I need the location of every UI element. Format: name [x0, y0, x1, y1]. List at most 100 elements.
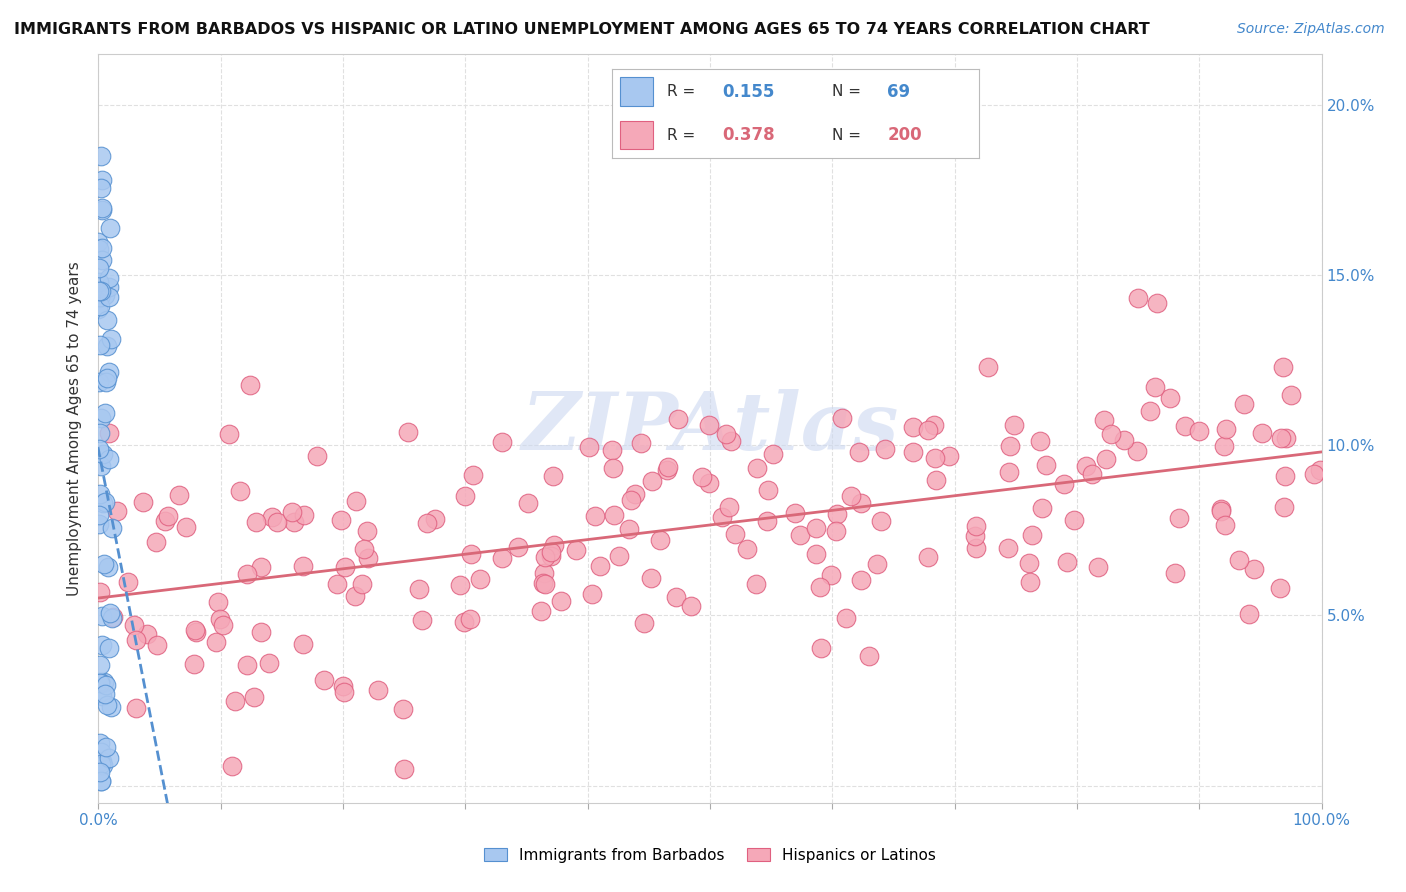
Point [1213, 517, 1236, 532]
Point [602, 460, 624, 475]
Point [87, 276, 110, 290]
Point [714, 427, 737, 442]
Point [96, 371, 118, 385]
Point [1272, 359, 1295, 374]
Point [90, 774, 112, 789]
Point [97, 271, 120, 285]
Point [367, 682, 389, 697]
Point [1275, 431, 1298, 445]
Point [755, 514, 778, 528]
Point [619, 522, 641, 536]
Point [1274, 469, 1296, 483]
Point [624, 486, 647, 500]
Point [997, 541, 1019, 555]
Point [98, 221, 121, 235]
Y-axis label: Unemployment Among Ages 65 to 74 years: Unemployment Among Ages 65 to 74 years [67, 260, 83, 596]
Point [831, 411, 853, 425]
Point [291, 558, 314, 573]
Point [607, 549, 630, 563]
Point [963, 528, 986, 542]
Point [851, 574, 873, 588]
Point [326, 577, 349, 591]
Point [350, 576, 373, 591]
Point [578, 441, 600, 455]
Point [534, 550, 557, 565]
Point [135, 627, 157, 641]
Point [97, 280, 120, 294]
Point [89, 657, 111, 672]
Point [720, 434, 742, 448]
Point [849, 495, 872, 509]
Point [93, 288, 115, 302]
Point [866, 558, 889, 572]
Point [589, 558, 612, 573]
Point [125, 701, 148, 715]
Point [125, 633, 148, 648]
Point [408, 582, 430, 596]
Point [89, 260, 111, 275]
Point [89, 584, 111, 599]
Point [977, 359, 1000, 374]
Point [965, 518, 987, 533]
Point [249, 560, 271, 574]
Point [1092, 412, 1115, 426]
Point [1268, 581, 1291, 595]
Point [105, 504, 128, 518]
Point [1270, 431, 1292, 445]
Point [453, 615, 475, 629]
Point [91, 754, 114, 768]
Point [1021, 528, 1043, 542]
Point [89, 516, 111, 531]
Point [516, 496, 538, 510]
Point [1139, 404, 1161, 418]
Point [425, 511, 447, 525]
Point [292, 637, 315, 651]
Point [94, 375, 117, 389]
Point [90, 149, 112, 163]
Text: Source: ZipAtlas.com: Source: ZipAtlas.com [1237, 22, 1385, 37]
Point [91, 638, 114, 652]
Point [89, 375, 111, 389]
Point [330, 513, 353, 527]
Point [1243, 562, 1265, 576]
Point [873, 442, 896, 456]
Point [392, 762, 415, 776]
Point [396, 425, 419, 440]
Point [1031, 501, 1053, 516]
Point [292, 508, 315, 522]
Point [541, 468, 564, 483]
Point [820, 568, 842, 582]
Point [640, 571, 662, 585]
Point [808, 580, 831, 594]
Point [491, 435, 513, 450]
Point [257, 656, 280, 670]
Point [90, 689, 112, 703]
Point [917, 550, 939, 565]
Point [506, 540, 529, 554]
Point [491, 551, 513, 566]
Point [1018, 556, 1040, 570]
Point [530, 605, 553, 619]
Point [283, 516, 305, 530]
Point [89, 736, 111, 750]
Point [756, 483, 779, 497]
Point [745, 461, 768, 475]
Point [540, 549, 562, 563]
Point [699, 418, 721, 433]
Point [243, 690, 266, 705]
Point [333, 684, 356, 698]
Point [89, 426, 111, 441]
Point [848, 445, 870, 459]
Point [89, 764, 111, 779]
Point [101, 521, 124, 535]
Point [1250, 426, 1272, 441]
Point [90, 756, 112, 771]
Point [924, 451, 946, 466]
Point [810, 640, 832, 655]
Legend: Immigrants from Barbados, Hispanics or Latinos: Immigrants from Barbados, Hispanics or L… [484, 847, 936, 863]
Point [1056, 555, 1078, 569]
Point [640, 475, 662, 489]
Point [153, 514, 176, 528]
Point [344, 590, 367, 604]
Point [938, 450, 960, 464]
